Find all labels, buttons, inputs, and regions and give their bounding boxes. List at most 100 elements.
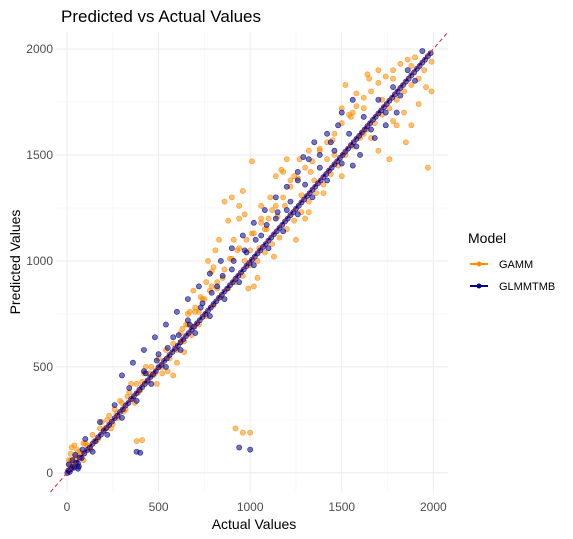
gamm-point [208,283,215,290]
gamm-point [117,397,124,404]
gamm-point [423,84,429,91]
glmmtmb-point [186,321,193,328]
gamm-point [232,425,239,432]
glmmtmb-point [419,48,426,54]
gamm-point [265,215,272,222]
legend: Model GAMM GLMMTMB [468,230,555,293]
gamm-point [228,194,235,201]
glmmtmb-point [338,160,345,167]
gamm-point [393,96,400,103]
gamm-point [236,215,243,222]
gamm-point [216,236,222,243]
glmmtmb-point [228,245,235,252]
glmmtmb-point [353,143,360,150]
glmmtmb-point [230,258,237,264]
y-tick-label: 500 [33,360,53,374]
gamm-point [170,340,177,347]
glmmtmb-point [280,228,287,235]
gamm-point [390,75,396,82]
gamm-point [415,101,422,107]
gamm-point [348,113,354,120]
glmmtmb-point [265,245,272,252]
glmmtmb-point [214,283,221,290]
glmmtmb-point [274,209,281,216]
gamm-point [278,166,285,173]
gamm-point [390,118,396,124]
glmmtmb-point [221,296,228,302]
gamm-point [293,236,299,243]
glmmtmb-point [195,283,202,290]
gamm-point [280,194,287,201]
glmmtmb-point [76,463,82,470]
gamm-point [153,380,160,387]
gamm-point [261,249,268,256]
gamm-point [239,188,246,194]
glmmtmb-point [72,451,79,458]
y-tick-label: 0 [46,466,53,480]
glmmtmb-point [272,194,279,201]
gamm-point [393,122,400,129]
gamm-point [364,71,371,78]
legend-label-gamm: GAMM [499,259,533,271]
glmmtmb-point [368,126,374,133]
glmmtmb-point [217,258,224,264]
glmmtmb-point [404,67,411,74]
gamm-point [291,217,298,224]
glmmtmb-point [247,446,254,453]
glmmtmb-point [346,130,352,137]
gamm-point [386,156,393,163]
gamm-point [148,364,155,370]
glmmtmb-point [153,357,160,364]
gamm-point [360,105,367,112]
gamm-point [404,56,411,63]
glmmtmb-point [327,139,334,146]
gamm-point [133,438,140,445]
gamm-point [283,156,290,163]
glmmtmb-point [357,152,363,158]
gamm-point [230,236,237,243]
glmmtmb-point [309,194,316,201]
gamm-point [258,202,265,209]
gamm-point [320,181,327,188]
gamm-point [331,130,338,137]
glmmtmb-point [294,177,301,184]
gamm-point [221,198,228,205]
gamm-point [375,79,382,86]
glmmtmb-point [283,183,290,190]
gamm-point [159,370,166,377]
glmmtmb-point [197,304,204,311]
glmmtmb-point [252,236,259,243]
gamm-point [258,215,265,222]
gamm-point [173,359,180,366]
glmmtmb-point [390,84,396,91]
glmmtmb-point [65,461,72,468]
glmmtmb-point [152,334,158,341]
gamm-point [276,234,283,241]
gamm-point [241,211,248,218]
glmmtmb-point [69,457,76,464]
gamm-point [89,431,96,438]
gamm-point [313,190,320,197]
gamm-point [390,67,396,74]
glmmtmb-point [412,77,418,84]
y-tick-label: 2000 [26,42,53,56]
reference-line [50,31,449,493]
x-tick-label: 0 [64,500,71,514]
glmmtmb-point [170,334,177,341]
gamm-point [179,325,186,332]
glmmtmb-point [371,135,378,141]
gamm-point [305,198,312,205]
glmmtmb-point [272,215,279,222]
y-axis-ticks: 0 500 1000 1500 2000 [26,42,53,480]
gamm-point [316,145,323,152]
gamm-point [139,437,145,443]
legend-dot-glmmtmb [476,283,482,289]
glmmtmb-point [137,449,144,456]
glmmtmb-point [349,96,356,103]
x-axis-title: Actual Values [212,516,297,532]
gamm-point [338,173,345,180]
gamm-point [408,82,415,88]
glmmtmb-point [236,279,243,286]
glmmtmb-point [349,162,356,169]
